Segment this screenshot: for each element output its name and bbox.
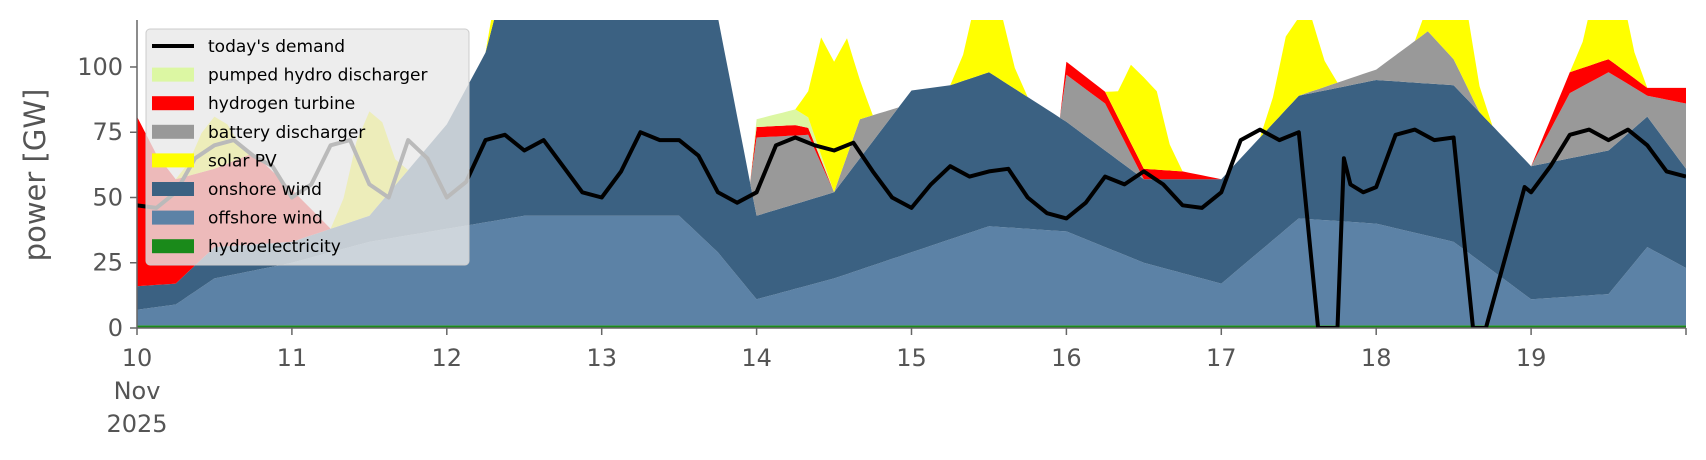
legend-label: pumped hydro discharger	[208, 66, 427, 86]
y-tick-label: 50	[92, 183, 123, 211]
x-tick-label: 16	[1051, 344, 1082, 372]
legend-item-pumped-hydro-discharger: pumped hydro discharger	[152, 66, 427, 86]
legend-item-today-s-demand: today's demand	[152, 37, 345, 57]
legend-item-solar-pv: solar PV	[152, 151, 277, 171]
legend-item-hydrogen-turbine: hydrogen turbine	[152, 94, 355, 114]
legend-swatch	[152, 182, 194, 196]
legend-swatch	[152, 153, 194, 168]
x-tick-label: 18	[1361, 344, 1392, 372]
legend-item-offshore-wind: offshore wind	[152, 209, 323, 229]
legend-label: hydroelectricity	[208, 237, 341, 257]
legend-swatch	[152, 210, 194, 225]
y-tick-label: 0	[108, 314, 123, 342]
legend-label: today's demand	[208, 37, 345, 57]
y-tick-label: 75	[92, 118, 123, 146]
x-tick-label: 17	[1206, 344, 1237, 372]
legend-swatch	[152, 124, 194, 139]
area-solar-pv	[137, 20, 1686, 229]
axes: 0 25 50 75 100 10 Nov 2025 11 12 13 14 15 16 17 18 19	[77, 20, 1687, 438]
x-tick-label: 14	[741, 344, 772, 372]
legend-label: hydrogen turbine	[208, 94, 355, 114]
legend-swatch	[152, 239, 194, 254]
area-offshore-wind	[137, 215, 1686, 326]
legend-box	[145, 28, 470, 266]
legend-label: onshore wind	[208, 180, 322, 200]
x-tick-label: 13	[586, 344, 617, 372]
y-axis-title: power [GW]	[18, 89, 52, 262]
x-tick-label: 10 Nov 2025	[106, 344, 167, 438]
y-tick-label: 25	[92, 249, 123, 277]
legend-swatch	[152, 67, 194, 82]
x-tick-label: 12	[432, 344, 463, 372]
legend-item-battery-discharger: battery discharger	[152, 123, 365, 143]
area-onshore-wind	[137, 20, 1686, 310]
legend-item-hydroelectricity: hydroelectricity	[152, 237, 341, 257]
legend-label: offshore wind	[208, 209, 323, 229]
x-tick-label: 19	[1516, 344, 1547, 372]
x-tick-label: 15	[896, 344, 927, 372]
legend-item-onshore-wind: onshore wind	[152, 180, 322, 200]
legend: today's demand pumped hydro discharger hyd…	[145, 28, 470, 266]
legend-label: battery discharger	[208, 123, 365, 143]
x-tick-label: 11	[277, 344, 308, 372]
legend-swatch	[152, 96, 194, 111]
y-tick-label: 100	[77, 53, 123, 81]
legend-label: solar PV	[208, 151, 277, 171]
